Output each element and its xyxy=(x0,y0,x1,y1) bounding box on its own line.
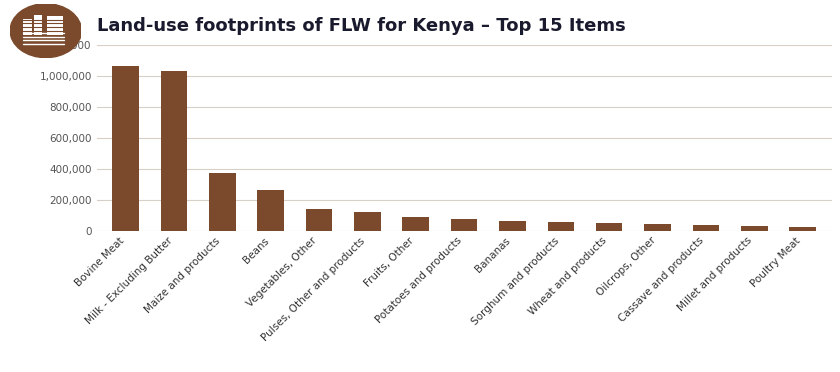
Bar xyxy=(548,222,574,231)
Ellipse shape xyxy=(10,4,81,58)
Bar xyxy=(692,225,719,231)
Bar xyxy=(113,65,139,231)
Bar xyxy=(160,71,187,231)
FancyBboxPatch shape xyxy=(23,19,32,35)
Bar xyxy=(354,212,381,231)
Bar xyxy=(644,224,671,231)
Bar xyxy=(596,223,622,231)
FancyBboxPatch shape xyxy=(34,15,42,35)
Bar xyxy=(402,218,429,231)
Bar xyxy=(499,221,526,231)
Bar xyxy=(790,227,816,231)
Text: Land-use footprints of FLW for Kenya – Top 15 Items: Land-use footprints of FLW for Kenya – T… xyxy=(97,17,625,35)
FancyBboxPatch shape xyxy=(47,16,63,35)
Bar xyxy=(257,190,284,231)
Bar xyxy=(741,227,768,231)
Bar xyxy=(209,173,236,231)
Bar xyxy=(306,209,333,231)
Bar xyxy=(451,219,477,231)
